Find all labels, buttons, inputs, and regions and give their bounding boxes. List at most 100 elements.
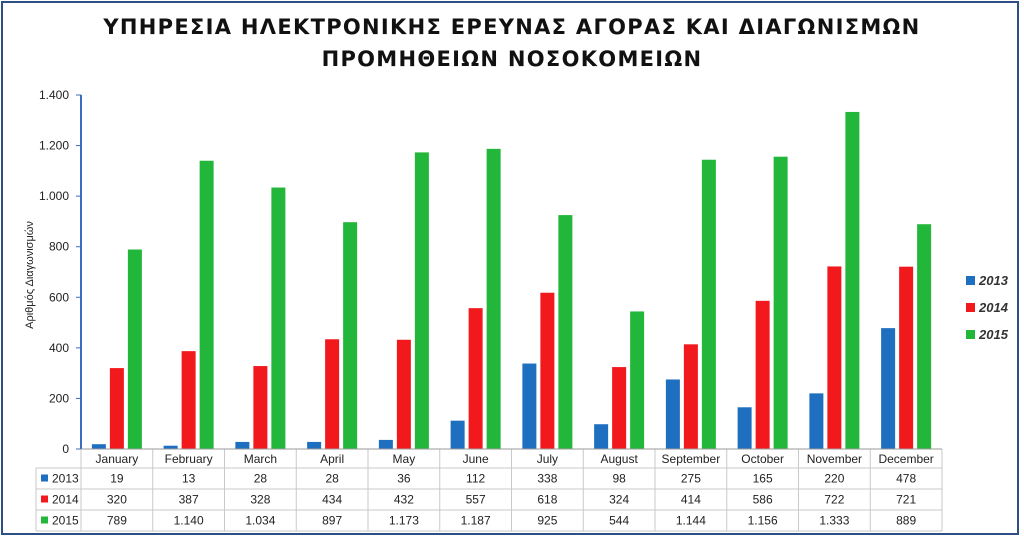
- table-cell: 1.333: [819, 514, 849, 528]
- month-label-may: May: [393, 452, 416, 466]
- table-cell: 220: [824, 472, 844, 486]
- y-tick-label: 0: [62, 442, 69, 456]
- table-cell: 275: [681, 472, 701, 486]
- table-cell: 1.187: [461, 514, 491, 528]
- table-key-2013: [41, 474, 48, 482]
- bar-2013-december: [881, 328, 896, 449]
- month-label-march: March: [244, 452, 277, 466]
- legend-key-2013: [966, 276, 975, 285]
- table-cell: 19: [110, 472, 124, 486]
- table-cell: 925: [537, 514, 557, 528]
- table-cell: 98: [612, 472, 626, 486]
- table-cell: 324: [609, 493, 629, 507]
- table-cell: 112: [466, 472, 485, 486]
- month-label-october: October: [741, 452, 784, 466]
- month-label-september: September: [662, 452, 721, 466]
- table-cell: 789: [107, 514, 127, 528]
- month-label-august: August: [600, 452, 638, 466]
- bar-2013-june: [450, 420, 465, 449]
- month-label-january: January: [96, 452, 139, 466]
- bar-2014-july: [540, 292, 555, 449]
- table-row-label-2015: 2015: [52, 514, 79, 528]
- table-cell: 320: [107, 493, 127, 507]
- table-cell: 387: [179, 493, 199, 507]
- bar-2015-october: [773, 156, 788, 449]
- month-label-december: December: [878, 452, 933, 466]
- bar-2013-may: [378, 439, 393, 449]
- bar-2015-december: [917, 224, 932, 449]
- table-row-label-2014: 2014: [52, 493, 79, 507]
- table-cell: 721: [896, 493, 916, 507]
- y-tick-label: 600: [49, 290, 69, 304]
- table-cell: 28: [325, 472, 339, 486]
- month-label-june: June: [463, 452, 489, 466]
- table-cell: 544: [609, 514, 629, 528]
- table-cell: 1.140: [174, 514, 204, 528]
- table-cell: 434: [322, 493, 342, 507]
- table-key-2014: [41, 495, 48, 503]
- bar-2014-november: [827, 266, 842, 449]
- bar-2015-january: [127, 249, 142, 449]
- y-tick-label: 200: [49, 391, 69, 405]
- bar-2015-april: [343, 222, 358, 449]
- bar-2014-august: [612, 367, 627, 449]
- bar-2014-march: [253, 366, 268, 449]
- legend: 2013 2014 2015: [966, 273, 1009, 342]
- data-table: January February March April May June July Augu…: [35, 448, 943, 532]
- bar-2013-february: [163, 445, 178, 449]
- bar-2015-march: [271, 187, 286, 449]
- table-cell: 889: [896, 514, 916, 528]
- month-label-november: November: [807, 452, 862, 466]
- bar-2013-april: [307, 441, 322, 449]
- table-cell: 557: [466, 493, 486, 507]
- legend-label-2015: 2015: [978, 327, 1009, 342]
- legend-key-2014: [966, 303, 975, 312]
- bar-2013-march: [235, 441, 250, 449]
- table-cell: 897: [322, 514, 342, 528]
- y-axis-label: Αριθμός Διαγωνισμών: [24, 221, 36, 329]
- bar-2015-august: [630, 311, 645, 449]
- table-cell: 36: [397, 472, 411, 486]
- bar-2015-july: [558, 215, 573, 449]
- bar-2013-october: [737, 407, 752, 449]
- bar-2014-january: [109, 368, 124, 449]
- bar-2014-april: [325, 339, 340, 449]
- table-cell: 165: [753, 472, 773, 486]
- table-cell: 1.144: [676, 514, 706, 528]
- table-row-label-2013: 2013: [52, 472, 79, 486]
- table-cell: 432: [394, 493, 414, 507]
- table-cell: 618: [537, 493, 557, 507]
- y-tick-label: 1.000: [39, 189, 69, 203]
- bar-2015-june: [486, 148, 501, 449]
- bar-2013-august: [594, 424, 609, 449]
- month-label-april: April: [320, 452, 344, 466]
- table-cell: 13: [182, 472, 196, 486]
- bar-2014-may: [396, 339, 411, 449]
- table-cell: 1.173: [389, 514, 419, 528]
- bar-2015-may: [414, 152, 429, 450]
- bar-2014-december: [899, 266, 914, 449]
- table-cell: 478: [896, 472, 916, 486]
- table-key-2015: [41, 516, 48, 524]
- month-label-february: February: [165, 452, 213, 466]
- table-cell: 1.156: [748, 514, 778, 528]
- legend-key-2015: [966, 330, 975, 339]
- bar-2014-october: [755, 300, 770, 449]
- table-cell: 586: [753, 493, 773, 507]
- y-tick-label: 1.400: [39, 88, 69, 102]
- table-cell: 28: [254, 472, 268, 486]
- table-cell: 1.034: [245, 514, 275, 528]
- month-label-july: July: [537, 452, 558, 466]
- chart-title-line-2: ΠΡΟΜΗΘΕΙΩΝ ΝΟΣΟΚΟΜΕΙΩΝ: [322, 47, 703, 71]
- bar-2014-june: [468, 308, 483, 449]
- bar-2013-november: [809, 393, 824, 449]
- chart-title-line-1: ΥΠΗΡΕΣΙΑ ΗΛΕΚΤΡΟΝΙΚΗΣ ΕΡΕΥΝΑΣ ΑΓΟΡΑΣ ΚΑΙ…: [102, 15, 920, 39]
- axes: [80, 95, 942, 450]
- y-tick-label: 800: [49, 240, 69, 254]
- bar-2014-february: [181, 351, 196, 449]
- table-cell: 414: [681, 493, 701, 507]
- bar-2015-february: [199, 160, 214, 449]
- bar-2014-september: [683, 344, 698, 449]
- y-tick-labels: 0 200 400 600 800 1.000 1.200 1.400: [39, 88, 81, 456]
